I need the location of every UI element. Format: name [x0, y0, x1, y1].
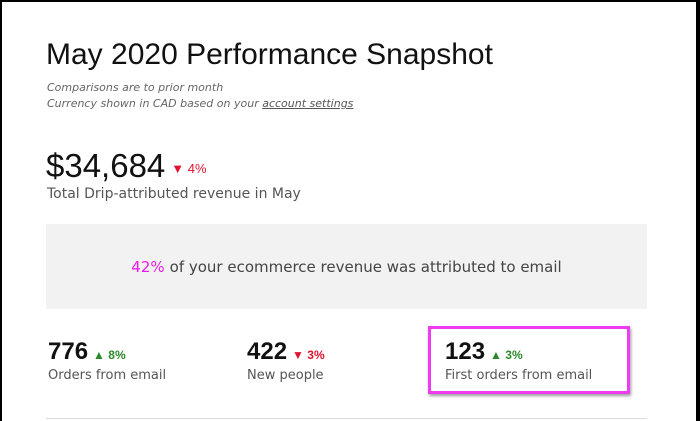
stat-delta: ▼ 3% — [292, 348, 325, 362]
stat-delta-value: 3% — [505, 348, 523, 362]
stat-label: New people — [247, 368, 324, 383]
currency-note: Currency shown in CAD based on your acco… — [47, 97, 353, 110]
comparison-note: Comparisons are to prior month — [47, 81, 224, 94]
stat-value: 123 — [445, 338, 486, 365]
triangle-up-icon: ▲ — [93, 348, 105, 362]
triangle-up-icon: ▲ — [490, 348, 502, 362]
stat-new-people: 422 ▼ 3% New people — [247, 338, 325, 383]
triangle-down-icon: ▼ — [292, 348, 304, 362]
revenue-value: $34,684 ▼ 4% — [46, 147, 207, 185]
account-settings-link[interactable]: account settings — [262, 97, 354, 110]
stat-value: 776 — [48, 338, 89, 365]
attribution-text: of your ecommerce revenue was attributed… — [169, 257, 562, 276]
stat-orders-from-email: 776 ▲ 8% Orders from email — [48, 338, 166, 383]
stat-delta-value: 3% — [307, 348, 325, 362]
stat-value: 422 — [247, 338, 288, 365]
stat-delta: ▲ 3% — [490, 348, 523, 362]
revenue-delta: ▼ 4% — [171, 161, 206, 176]
email-attribution-banner: 42% of your ecommerce revenue was attribu… — [46, 224, 647, 309]
highlight-box — [428, 326, 630, 394]
stat-label: Orders from email — [48, 368, 167, 383]
divider — [46, 418, 647, 419]
page-title: May 2020 Performance Snapshot — [46, 38, 493, 71]
currency-note-text: Currency shown in CAD based on your — [47, 97, 263, 110]
revenue-label: Total Drip-attributed revenue in May — [47, 186, 301, 202]
revenue-delta-value: 4% — [187, 160, 207, 176]
stat-label: First orders from email — [445, 368, 593, 383]
stat-delta-value: 8% — [108, 348, 126, 362]
attribution-percent: 42% — [131, 257, 165, 276]
revenue-amount: $34,684 — [46, 147, 166, 184]
stat-first-orders-from-email: 123 ▲ 3% First orders from email — [445, 338, 592, 383]
triangle-down-icon: ▼ — [171, 160, 185, 176]
stat-delta: ▲ 8% — [93, 348, 126, 362]
